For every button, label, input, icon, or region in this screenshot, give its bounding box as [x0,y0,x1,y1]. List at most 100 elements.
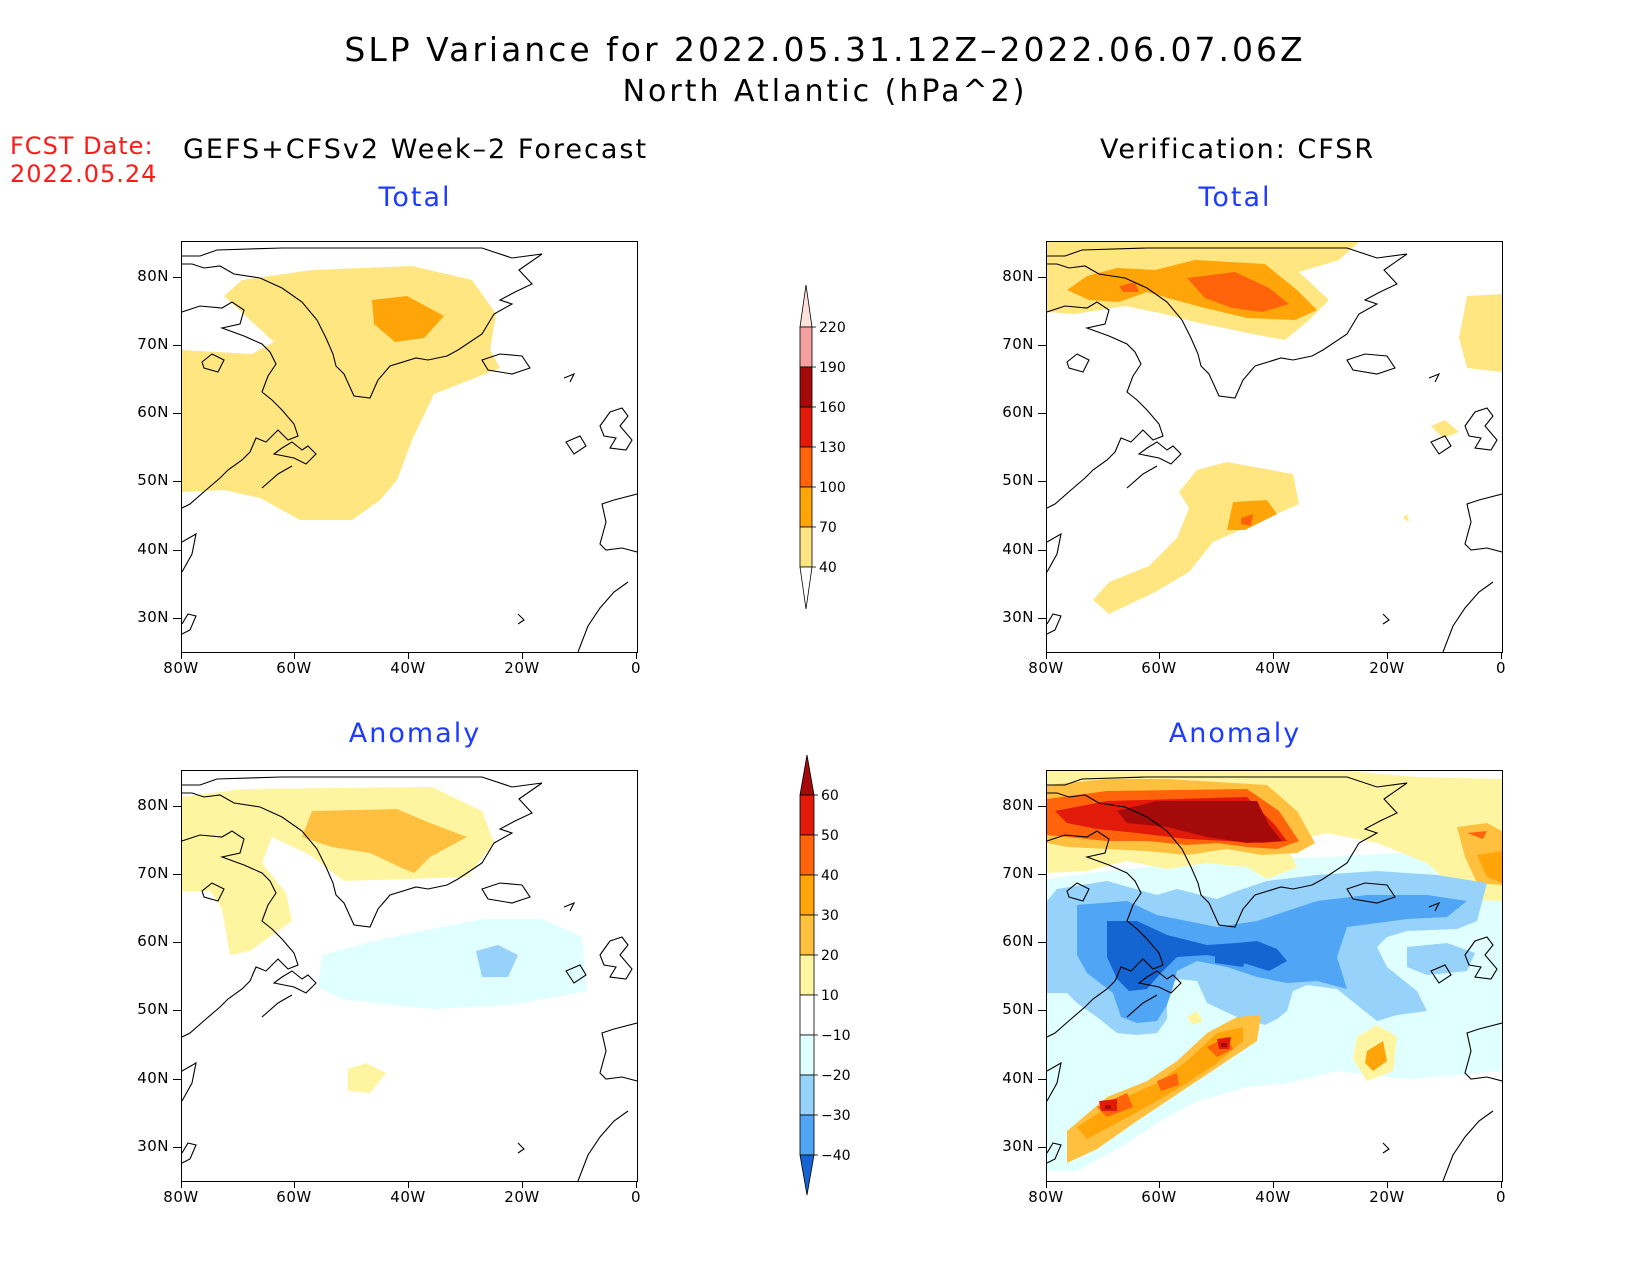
colorbar-label: −40 [821,1148,851,1164]
forecast-total-lon-tickmark [294,652,296,659]
forecast-anomaly-lat-tick-label: 80N [137,796,169,814]
verification-anomaly-lon-tick-label: 80W [1028,1188,1064,1206]
verification-anomaly-lat-tickmark [1038,1147,1046,1149]
colorbar-segment [799,366,813,408]
verification-total-lon-tickmark [1387,652,1389,659]
verification-total-lat-tick-label: 40N [1002,540,1034,558]
colorbar-label: 50 [821,828,839,844]
colorbar-label: 130 [819,440,846,456]
verification-anomaly-lat-tickmark [1038,1010,1046,1012]
forecast-anomaly-lon-tick-label: 0 [630,1188,642,1206]
colorbar-label: 100 [819,480,846,496]
colorbar-top-cap [799,284,813,328]
verification-anomaly-lat-tickmark [1038,874,1046,876]
colorbar-label: 60 [821,788,839,804]
colorbar-segment [799,794,815,836]
forecast-anomaly-lon-tick-label: 60W [276,1188,312,1206]
colorbar-label: 20 [821,948,839,964]
verification-total-lon-tickmark [1501,652,1503,659]
forecast-anomaly-map [181,770,638,1182]
colorbar-segment [799,1074,815,1116]
verification-anomaly-lon-tick-label: 20W [1369,1188,1405,1206]
forecast-header: GEFS+CFSv2 Week–2 Forecast [183,134,649,165]
forecast-anomaly-lon-tickmark [294,1181,296,1188]
colorbar-segment [799,446,813,488]
verification-total-lat-tickmark [1038,413,1046,415]
colorbar-segment [799,486,813,528]
fcst-date-label: FCST Date: [10,132,154,160]
forecast-anomaly-lat-tick-label: 60N [137,932,169,950]
forecast-total-lat-tick-label: 30N [137,608,169,626]
colorbar-segment [799,834,815,876]
verification-total-lat-tick-label: 50N [1002,471,1034,489]
verification-anomaly-lat-tick-label: 80N [1002,796,1034,814]
colorbar-anomaly: 60 50 40 30 20 10 −10 −20 −30 −40 [799,754,880,1199]
colorbar-segment [799,1034,815,1076]
forecast-total-lon-tickmark [408,652,410,659]
verification-anomaly-lon-tick-label: 40W [1255,1188,1291,1206]
colorbar-label: −30 [821,1108,851,1124]
verification-total-lon-tick-label: 40W [1255,659,1291,677]
colorbar-label: 160 [819,400,846,416]
verification-header: Verification: CFSR [1100,134,1376,165]
verification-anomaly-lon-tick-label: 0 [1495,1188,1507,1206]
forecast-total-lat-tickmark [173,550,181,552]
verification-anomaly-lon-tickmark [1501,1181,1503,1188]
forecast-total-lat-tick-label: 50N [137,471,169,489]
verification-anomaly-lon-tick-label: 60W [1141,1188,1177,1206]
verification-total-lat-tick-label: 70N [1002,335,1034,353]
verification-anomaly-lat-tick-label: 30N [1002,1137,1034,1155]
verification-total-lat-tick-label: 80N [1002,267,1034,285]
colorbar-graphic: 60 50 40 30 20 10 −10 −20 −30 −40 [799,754,851,1196]
forecast-total-lon-tickmark [181,652,183,659]
forecast-anomaly-lon-tickmark [522,1181,524,1188]
verification-total-lon-tickmark [1273,652,1275,659]
colorbar-label: 40 [821,868,839,884]
forecast-anomaly-lat-tickmark [173,874,181,876]
forecast-anomaly-lon-tick-label: 40W [390,1188,426,1206]
verification-total-lon-tick-label: 0 [1495,659,1507,677]
verification-anomaly-lat-tick-label: 60N [1002,932,1034,950]
forecast-anomaly-lon-tickmark [408,1181,410,1188]
verification-total-lon-tick-label: 80W [1028,659,1064,677]
verification-anomaly-lat-tick-label: 50N [1002,1000,1034,1018]
verification-total-lat-tickmark [1038,618,1046,620]
forecast-total-lat-tickmark [173,618,181,620]
verification-total-lon-tick-label: 20W [1369,659,1405,677]
colorbar-top-cap [799,754,815,796]
colorbar-segment [799,1114,815,1156]
forecast-anomaly-lon-tickmark [181,1181,183,1188]
verification-anomaly-lat-tickmark [1038,806,1046,808]
forecast-anomaly-lat-tickmark [173,942,181,944]
colorbar-segment [799,994,815,1036]
colorbar-graphic: 220 190 160 130 100 70 40 [799,284,846,610]
verification-total-lat-tick-label: 60N [1002,403,1034,421]
verification-anomaly-lon-tickmark [1046,1181,1048,1188]
verification-total-lon-tickmark [1159,652,1161,659]
figure-title-line2: North Atlantic (hPa^2) [622,74,1028,109]
verification-total-map [1046,241,1503,653]
verification-total-lat-tickmark [1038,481,1046,483]
verification-anomaly-map [1046,770,1503,1182]
colorbar-segment [799,526,813,568]
verification-anomaly-lat-tick-label: 40N [1002,1069,1034,1087]
forecast-total-subtitle: Total [378,182,452,213]
verification-total-lat-tickmark [1038,550,1046,552]
colorbar-label: 70 [819,520,837,536]
colorbar-label: 190 [819,360,846,376]
forecast-anomaly-lon-tick-label: 20W [504,1188,540,1206]
forecast-anomaly-lat-tickmark [173,1010,181,1012]
verification-total-lon-tick-label: 60W [1141,659,1177,677]
forecast-total-lat-tick-label: 40N [137,540,169,558]
forecast-total-lat-tick-label: 70N [137,335,169,353]
colorbar-label: 10 [821,988,839,1004]
forecast-anomaly-lat-tick-label: 50N [137,1000,169,1018]
verification-anomaly-lat-tickmark [1038,1079,1046,1081]
fcst-date-value: 2022.05.24 [10,160,158,188]
forecast-anomaly-lat-tick-label: 70N [137,864,169,882]
forecast-total-lat-tickmark [173,277,181,279]
colorbar-label: 220 [819,320,846,336]
forecast-total-lat-tick-label: 80N [137,267,169,285]
colorbar-label: −20 [821,1068,851,1084]
colorbar-segment [799,326,813,368]
